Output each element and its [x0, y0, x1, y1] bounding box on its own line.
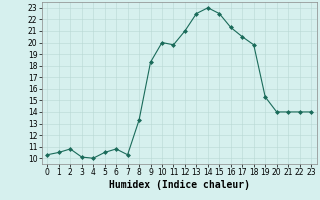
- X-axis label: Humidex (Indice chaleur): Humidex (Indice chaleur): [109, 180, 250, 190]
